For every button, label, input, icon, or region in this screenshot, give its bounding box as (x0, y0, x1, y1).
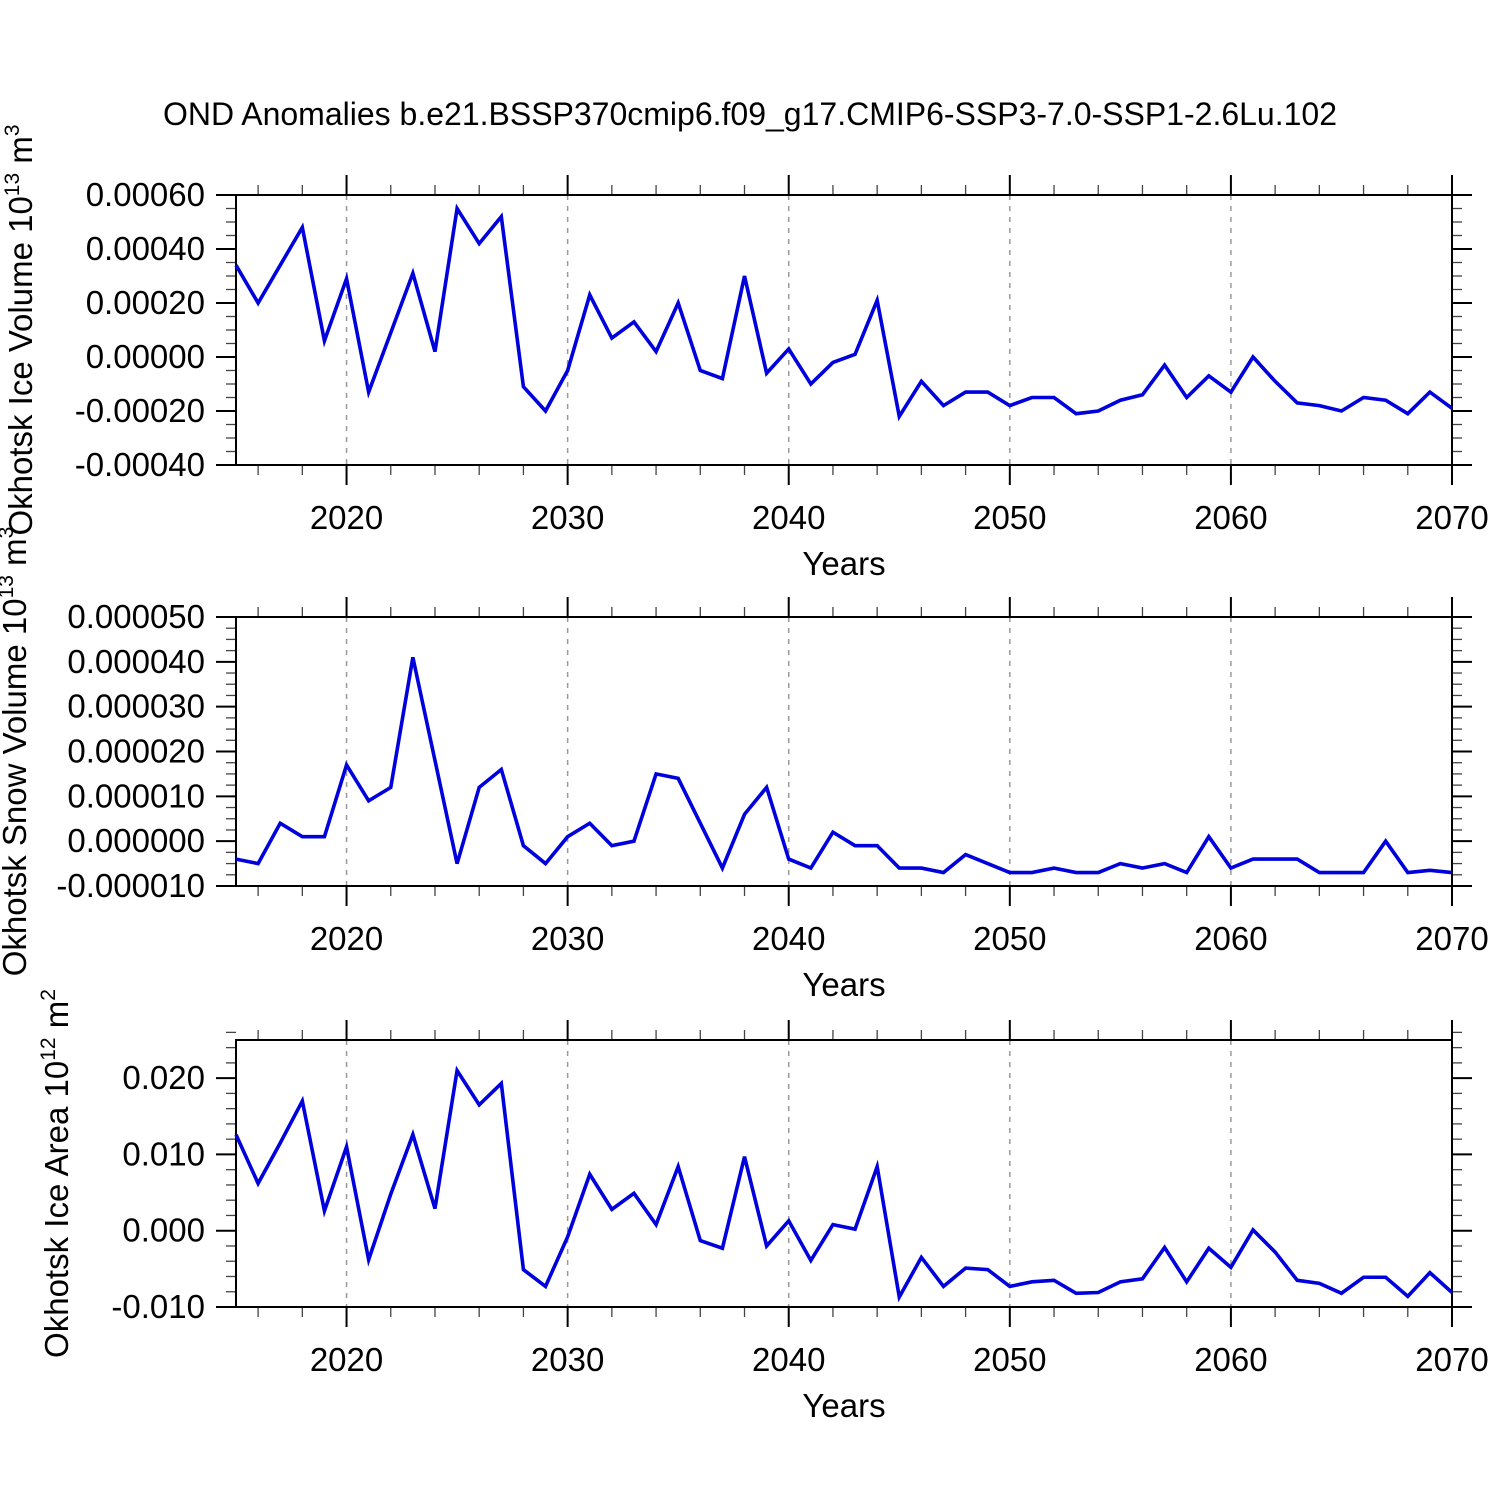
snow-volume-line (235, 656, 1453, 875)
panel-ice-area: 0.020 0.010 0.000 -0.010 2020 2030 2040 2050 206… (37, 989, 1489, 1424)
panel-ice-volume: 0.00060 0.00040 0.00020 0.00000 -0.00020 -0.0… (1, 124, 1489, 582)
panel-snow-volume: 0.000050 0.000040 0.000030 0.000020 0.000010… (0, 527, 1489, 1003)
x-tick-label: 2060 (1194, 499, 1267, 536)
x-tick-label: 2060 (1194, 920, 1267, 957)
y-tick-label: 0.020 (122, 1059, 205, 1096)
y-tick-label: 0.00040 (86, 230, 205, 267)
y-tick-label: 0.000050 (67, 598, 205, 635)
x-tick-label: 2050 (973, 1341, 1046, 1378)
y-tick-label: 0.00000 (86, 338, 205, 375)
y-tick-label: 0.000020 (67, 733, 205, 770)
x-tick-label: 2020 (310, 499, 383, 536)
y-tick-label: 0.000040 (67, 643, 205, 680)
x-tick-label: 2040 (752, 499, 825, 536)
y-axis-title: Okhotsk Snow Volume 1013 m3 (0, 527, 33, 977)
y-tick-label: 0.000000 (67, 822, 205, 859)
x-tick-label: 2070 (1415, 499, 1488, 536)
y-tick-label: 0.000010 (67, 777, 205, 814)
chart-title: OND Anomalies b.e21.BSSP370cmip6.f09_g17… (163, 96, 1337, 132)
y-axis-title: Okhotsk Ice Area 1012 m2 (37, 989, 75, 1358)
ice-volume-line (234, 203, 1454, 422)
y-tick-label: 0.000 (122, 1212, 205, 1249)
x-tick-label: 2050 (973, 920, 1046, 957)
x-axis-title: Years (802, 966, 885, 1003)
x-tick-label: 2030 (531, 1341, 604, 1378)
x-tick-label: 2020 (310, 1341, 383, 1378)
x-axis-title: Years (802, 545, 885, 582)
y-tick-label: -0.010 (111, 1288, 205, 1325)
x-tick-label: 2040 (752, 920, 825, 957)
plot-box (235, 194, 1453, 466)
x-tick-label: 2030 (531, 499, 604, 536)
y-axis-title: Okhotsk Ice Volume 1013 m3 (1, 124, 39, 535)
x-tick-label: 2050 (973, 499, 1046, 536)
y-tick-label: 0.010 (122, 1135, 205, 1172)
x-tick-label: 2020 (310, 920, 383, 957)
x-tick-label: 2030 (531, 920, 604, 957)
x-tick-label: 2040 (752, 1341, 825, 1378)
ice-area-line (234, 1065, 1454, 1303)
x-tick-label: 2070 (1415, 1341, 1488, 1378)
y-tick-label: 0.00020 (86, 284, 205, 321)
plot-box (235, 1039, 1453, 1308)
x-tick-label: 2070 (1415, 920, 1488, 957)
plot-box (235, 616, 1453, 887)
y-tick-label: 0.00060 (86, 176, 205, 213)
y-tick-label: -0.000010 (56, 867, 205, 904)
y-tick-label: -0.00040 (75, 446, 205, 483)
x-tick-label: 2060 (1194, 1341, 1267, 1378)
y-tick-label: 0.000030 (67, 688, 205, 725)
x-axis-title: Years (802, 1387, 885, 1424)
y-tick-label: -0.00020 (75, 392, 205, 429)
